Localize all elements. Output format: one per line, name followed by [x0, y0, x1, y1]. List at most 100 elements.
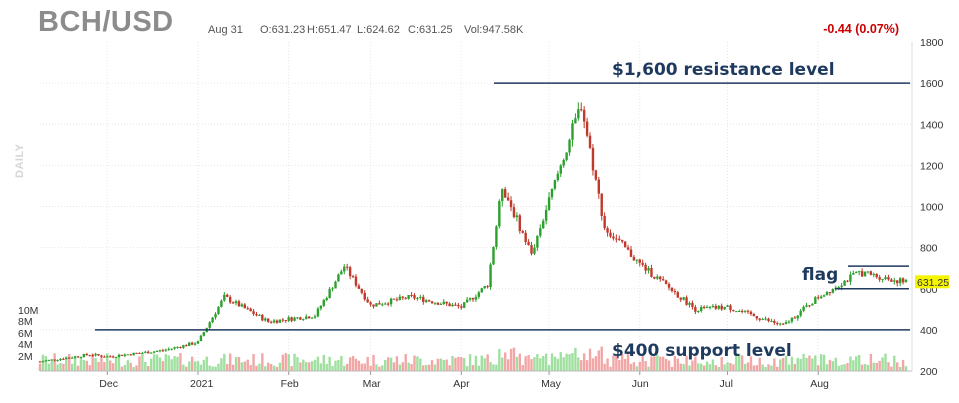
candle-body — [860, 271, 864, 277]
volume-bar — [582, 353, 586, 371]
volume-bar — [395, 356, 399, 371]
candle-body — [852, 272, 855, 275]
candle-body — [641, 262, 644, 265]
candle-body — [483, 286, 486, 289]
volume-bar — [337, 360, 340, 371]
candle-body — [369, 302, 372, 305]
candle-body — [901, 278, 905, 283]
volume-bar — [65, 356, 68, 371]
volume-bar — [787, 364, 791, 371]
candle-body — [565, 152, 568, 160]
candle-body — [600, 193, 603, 216]
support-annotation: $400 support level — [612, 341, 792, 361]
volume-bar — [849, 356, 852, 371]
volume-bar — [822, 354, 826, 371]
candle-body — [495, 226, 498, 247]
volume-bar — [193, 361, 197, 371]
volume-bar — [149, 358, 153, 371]
candle-body — [220, 300, 223, 307]
volume-bar — [603, 363, 606, 371]
volume-bar — [343, 365, 346, 371]
candle-body — [594, 170, 598, 180]
volume-bar — [164, 354, 168, 371]
candle-body — [647, 268, 650, 271]
candle-body — [176, 347, 179, 349]
volume-bar — [685, 355, 688, 371]
volume-bar — [729, 363, 732, 371]
candle-body — [70, 357, 74, 359]
candle-body — [697, 310, 700, 312]
volume-bar — [512, 347, 516, 371]
candle-body — [723, 306, 726, 310]
volume-bar — [378, 366, 381, 371]
volume-bar — [632, 362, 636, 371]
volume-bar — [746, 362, 750, 371]
candle-body — [685, 297, 688, 305]
volume-bar — [629, 363, 633, 371]
candle-body — [310, 317, 314, 319]
volume-bar — [88, 365, 91, 371]
volume-bar — [568, 354, 571, 371]
candle-body — [498, 201, 501, 227]
candle-body — [471, 298, 475, 300]
candle-body — [632, 256, 636, 261]
volume-bar — [802, 353, 805, 371]
candle-body — [293, 317, 296, 321]
volume-bar — [656, 354, 659, 371]
candle-body — [149, 352, 153, 354]
volume-bar — [416, 356, 419, 371]
candle-body — [252, 311, 255, 315]
volume-bar — [126, 360, 129, 371]
candle-body — [866, 271, 870, 273]
volume-bar — [85, 360, 89, 371]
grid-lines — [40, 42, 912, 371]
volume-bar — [463, 358, 466, 371]
candle-body — [422, 296, 425, 302]
volume-bar — [667, 360, 671, 371]
volume-bar — [585, 360, 589, 371]
candle-body — [290, 317, 293, 321]
volume-bar — [47, 363, 50, 371]
y-tick-label: 800 — [920, 243, 938, 255]
candle-body — [708, 306, 712, 308]
candle-body — [536, 235, 539, 248]
volume-bar — [331, 366, 334, 371]
candle-body — [738, 311, 741, 313]
candle-body — [679, 297, 682, 300]
candle-body — [705, 307, 709, 309]
volume-bar — [492, 364, 495, 371]
volume-bar — [199, 364, 203, 371]
candle-body — [132, 352, 135, 356]
volume-bar — [135, 365, 138, 371]
volume-bar — [360, 363, 364, 371]
x-tick-label: May — [541, 378, 562, 390]
candle-body — [152, 351, 156, 353]
volume-bar — [857, 355, 861, 371]
candle-body — [38, 361, 42, 363]
volume-bar — [591, 358, 595, 371]
candle-body — [480, 288, 483, 293]
volume-bar — [553, 356, 557, 371]
candle-body — [237, 301, 241, 307]
volume-bar — [188, 361, 191, 371]
volume-bar — [424, 364, 428, 371]
candle-body — [714, 305, 718, 309]
volume-bar — [778, 359, 782, 371]
candle-body — [234, 301, 238, 304]
volume-bar — [653, 356, 656, 371]
candle-body — [618, 238, 621, 240]
volume-bar — [814, 355, 817, 371]
candle-body — [401, 296, 404, 298]
volume-bar — [773, 358, 776, 371]
flag-annotation: flag — [802, 265, 838, 285]
candle-body — [828, 292, 832, 294]
volume-bar — [799, 358, 802, 371]
volume-bar — [255, 365, 258, 371]
volume-bar — [340, 355, 343, 371]
candle-body — [88, 355, 91, 357]
volume-bar — [217, 363, 220, 371]
volume-bar — [316, 356, 320, 371]
candle-body — [126, 354, 129, 356]
volume-bar — [837, 365, 840, 371]
